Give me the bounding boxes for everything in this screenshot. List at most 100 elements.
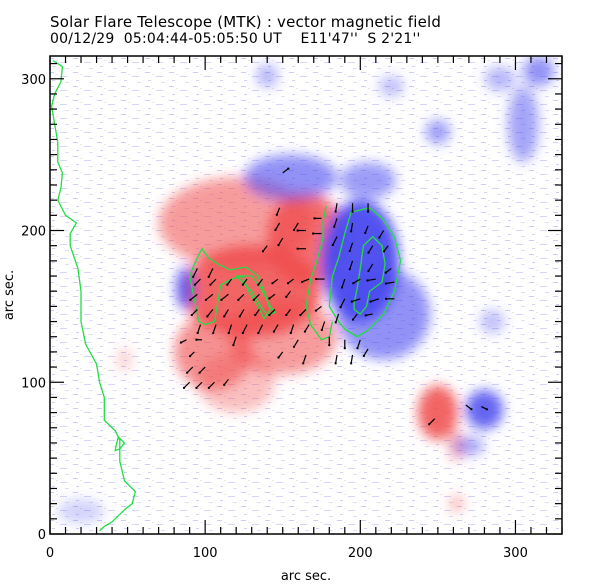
contour-pos-edge-right	[305, 206, 334, 341]
field-vector	[350, 222, 354, 232]
contour-plage-pos-1	[188, 247, 272, 326]
field-vector	[208, 268, 214, 278]
field-vector-head	[286, 282, 289, 285]
field-vector-head	[198, 371, 201, 374]
field-vector-head	[315, 278, 318, 281]
field-vector	[276, 207, 281, 215]
positive-polarity-region	[116, 347, 133, 372]
field-vector	[340, 298, 346, 308]
field-vector-head	[183, 386, 186, 389]
field-vector-head	[207, 386, 210, 389]
field-vector	[341, 278, 346, 288]
field-vector	[304, 324, 310, 332]
field-vector-head	[378, 236, 381, 239]
field-vector-head	[302, 362, 305, 365]
field-vector	[278, 237, 284, 246]
field-vector	[368, 245, 374, 253]
positive-polarity-region	[197, 351, 275, 413]
field-vector-head	[195, 386, 198, 389]
field-vector	[192, 268, 198, 278]
field-vector-head	[348, 268, 351, 271]
field-vector-head	[352, 282, 355, 285]
field-vector-head	[334, 210, 337, 213]
observation-time-range: 05:04:44-05:05:50 UT	[123, 31, 282, 47]
field-vector	[302, 354, 307, 364]
field-vector	[350, 354, 354, 364]
field-vector	[351, 298, 361, 303]
chart-title: Solar Flare Telescope (MTK) : vector mag…	[50, 13, 442, 31]
field-vector-head	[232, 344, 235, 347]
field-vector-head	[299, 314, 302, 317]
field-vector-head	[272, 330, 275, 333]
field-vector-head	[223, 315, 226, 318]
x-tick-label: 100	[193, 546, 218, 561]
field-vector-head	[193, 283, 196, 286]
field-vector-head	[301, 280, 304, 283]
field-vector-head	[179, 341, 182, 344]
field-vector-head	[362, 354, 365, 357]
field-vector-head	[352, 318, 354, 321]
field-vector-head	[206, 315, 209, 318]
transverse-field-vectors	[179, 167, 488, 426]
field-vector-head	[190, 314, 193, 317]
field-vector	[301, 278, 310, 283]
observation-date: 00/12/29	[50, 31, 115, 47]
field-vector	[293, 222, 299, 231]
negative-polarity-region	[479, 309, 505, 334]
field-vector-head	[367, 210, 370, 213]
field-vector-head	[356, 347, 359, 350]
field-vector	[349, 242, 354, 252]
positive-polarity-region	[448, 494, 465, 513]
field-vector-head	[186, 371, 189, 374]
field-vector-head	[268, 314, 271, 317]
field-vector-head	[252, 298, 255, 301]
field-vector-head	[334, 321, 337, 324]
field-vector-head	[241, 331, 244, 334]
field-vector-head	[343, 347, 346, 350]
field-vector-head	[350, 300, 353, 303]
field-vector-head	[212, 331, 215, 334]
field-vector-head	[339, 306, 342, 309]
contour-negative-core-outer	[328, 206, 402, 338]
polarity-regions	[57, 56, 555, 524]
field-vector	[370, 298, 380, 303]
field-vector	[205, 293, 214, 301]
field-vector-head	[189, 298, 192, 301]
position-ew: E11'47''	[300, 31, 359, 47]
field-vector-head	[331, 243, 334, 246]
x-axis-title: arc sec.	[281, 569, 331, 584]
field-vector	[321, 321, 326, 331]
field-vector	[274, 222, 281, 231]
observation-info: 00/12/29 05:04:44-05:05:50 UT E11'47'' S…	[50, 31, 421, 47]
field-vector-head	[293, 228, 296, 231]
field-vector-head	[241, 283, 244, 286]
field-vector-head	[364, 231, 367, 234]
field-vector-head	[385, 282, 388, 285]
field-vector-head	[366, 279, 369, 282]
axis-tick-labels: 0 100 200 300 0 100 200 300	[21, 73, 528, 561]
field-vector-head	[195, 338, 198, 341]
field-vector-head	[428, 423, 431, 426]
field-vector-head	[196, 331, 199, 334]
field-vector	[335, 354, 338, 364]
field-vector-head	[367, 269, 370, 272]
y-tick-label: 300	[21, 73, 46, 88]
contour-negative-core-inner	[353, 235, 386, 315]
field-vector	[363, 348, 369, 357]
field-vector-head	[314, 309, 317, 312]
field-vector	[385, 281, 395, 285]
field-vector-head	[227, 331, 230, 334]
negative-polarity-region	[523, 56, 555, 87]
field-vector	[349, 260, 354, 270]
plot-area	[50, 56, 562, 534]
axis-ticks	[49, 56, 563, 535]
field-vector-head	[333, 225, 336, 228]
contour-limb	[50, 60, 137, 532]
positive-polarity-region	[228, 298, 338, 375]
field-vector-head	[285, 295, 288, 298]
field-vector-head	[271, 282, 274, 285]
field-vector-head	[257, 283, 260, 286]
field-vector-head	[350, 362, 353, 365]
plot-frame	[49, 55, 563, 535]
field-vector	[368, 263, 374, 272]
